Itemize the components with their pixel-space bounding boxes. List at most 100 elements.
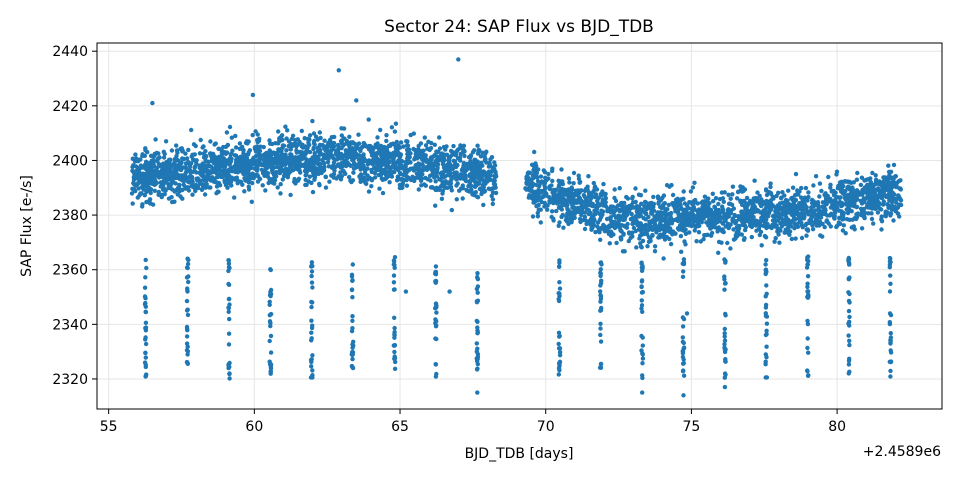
- data-point: [187, 164, 193, 169]
- data-point: [186, 279, 191, 285]
- data-point: [806, 373, 811, 378]
- data-point: [660, 195, 665, 201]
- data-point: [339, 126, 344, 131]
- data-point: [454, 197, 459, 202]
- data-point: [385, 174, 391, 179]
- data-point: [485, 177, 490, 182]
- data-point: [748, 223, 753, 228]
- data-point: [434, 310, 439, 315]
- data-point: [730, 184, 736, 189]
- data-point: [811, 183, 816, 188]
- data-point: [392, 129, 398, 134]
- data-point: [184, 168, 189, 173]
- data-point: [162, 192, 167, 197]
- data-point: [584, 221, 589, 227]
- data-point: [448, 181, 454, 186]
- data-point: [704, 213, 709, 218]
- data-point: [656, 201, 661, 206]
- data-point: [322, 138, 327, 143]
- x-axis-ticks: 55 60 65 70 75 80: [100, 409, 846, 435]
- data-point: [419, 176, 425, 181]
- data-point: [359, 174, 364, 179]
- data-point: [393, 121, 399, 126]
- data-point: [846, 298, 852, 304]
- data-point: [888, 331, 893, 336]
- data-point: [764, 344, 769, 349]
- data-point: [358, 154, 363, 159]
- data-point: [851, 224, 856, 229]
- data-point: [350, 326, 355, 331]
- data-point: [229, 135, 234, 140]
- data-point: [541, 168, 546, 173]
- data-point: [542, 204, 547, 209]
- data-point: [841, 223, 846, 228]
- data-point: [299, 128, 304, 134]
- data-point: [676, 210, 681, 215]
- data-point: [626, 230, 632, 235]
- data-point: [425, 165, 430, 170]
- data-point: [200, 184, 206, 189]
- data-point: [274, 170, 279, 175]
- data-point: [188, 169, 194, 174]
- data-point: [475, 325, 480, 330]
- data-point: [252, 166, 257, 171]
- data-point: [885, 187, 891, 193]
- data-point: [488, 157, 493, 162]
- data-point: [815, 200, 821, 205]
- data-point: [392, 356, 397, 362]
- data-point: [278, 191, 283, 196]
- data-point: [238, 157, 243, 162]
- data-point: [186, 147, 191, 153]
- data-point: [716, 239, 722, 245]
- data-point: [668, 241, 674, 247]
- data-point: [321, 154, 327, 159]
- data-point: [142, 193, 147, 198]
- data-point: [191, 142, 197, 147]
- data-point: [809, 200, 815, 206]
- data-point: [329, 135, 334, 140]
- data-point: [598, 226, 603, 232]
- data-point: [275, 185, 280, 190]
- data-point: [228, 159, 234, 164]
- data-point: [397, 182, 403, 188]
- data-point: [250, 92, 256, 98]
- data-point: [763, 268, 768, 273]
- data-point: [764, 321, 770, 326]
- data-point: [254, 153, 259, 159]
- data-point: [428, 158, 433, 163]
- data-point: [131, 187, 137, 192]
- data-point: [302, 155, 307, 160]
- data-point: [212, 161, 217, 166]
- data-point: [805, 321, 811, 327]
- data-point: [764, 283, 769, 288]
- data-point: [551, 193, 556, 198]
- data-point: [478, 154, 484, 159]
- data-point: [288, 146, 293, 152]
- data-point: [870, 182, 875, 188]
- data-point: [354, 98, 359, 103]
- data-point: [469, 171, 474, 177]
- data-point: [735, 233, 740, 238]
- data-point: [770, 213, 776, 219]
- data-point: [179, 173, 184, 178]
- data-point: [786, 188, 791, 193]
- data-point: [167, 172, 172, 177]
- data-point: [325, 143, 330, 148]
- data-point: [350, 345, 355, 350]
- data-point: [792, 199, 797, 204]
- data-point: [804, 208, 809, 213]
- data-point: [272, 181, 277, 186]
- data-point: [304, 148, 309, 153]
- data-point: [762, 233, 768, 239]
- y-tick-label: 2320: [52, 372, 88, 388]
- data-point: [848, 194, 853, 200]
- data-point: [184, 326, 190, 332]
- data-point: [634, 245, 639, 250]
- data-point: [694, 213, 699, 219]
- data-point: [282, 159, 287, 164]
- data-point: [143, 179, 148, 184]
- data-point: [839, 200, 845, 206]
- data-point: [764, 328, 769, 333]
- data-point: [432, 175, 437, 180]
- data-point: [377, 186, 382, 191]
